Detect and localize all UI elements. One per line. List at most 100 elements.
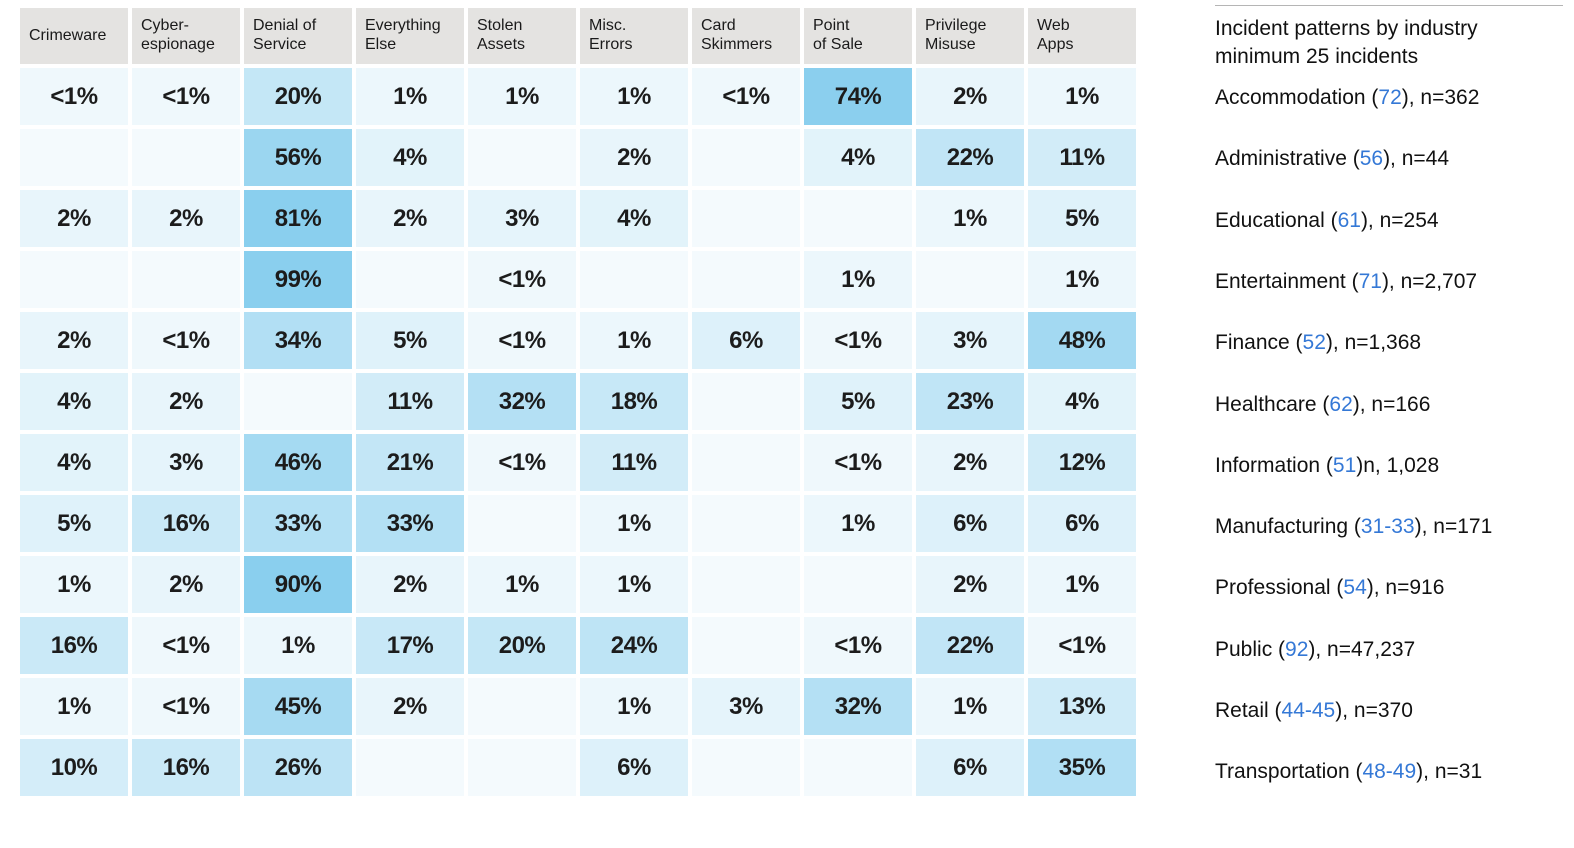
heatmap-cell: 18% [580, 373, 688, 430]
industry-label: Information (51)n, 1,028 [1215, 454, 1439, 478]
heatmap-cell [692, 434, 800, 491]
heatmap-cell: 6% [916, 495, 1024, 552]
industry-n-count: ), n=362 [1401, 86, 1480, 109]
heatmap-cell: 3% [468, 190, 576, 247]
heatmap-cell: 2% [132, 556, 240, 613]
legend-title: Incident patterns by industry minimum 25… [1215, 15, 1563, 72]
heatmap-cell: 56% [244, 129, 352, 186]
industry-code: 51 [1332, 453, 1357, 477]
heatmap-cell: <1% [132, 312, 240, 369]
industry-n-count: ), n=1,368 [1325, 331, 1422, 355]
heatmap-cell [468, 495, 576, 552]
heatmap-cell: 10% [20, 739, 128, 796]
heatmap-cell: 1% [580, 495, 688, 552]
industry-name: Administrative ( [1215, 147, 1360, 171]
heatmap-cell [356, 251, 464, 308]
industry-name: Manufacturing ( [1215, 515, 1361, 539]
heatmap-cell: 4% [580, 190, 688, 247]
heatmap-cell: <1% [804, 617, 912, 674]
heatmap-cell [468, 739, 576, 796]
heatmap-cell: 2% [132, 190, 240, 247]
heatmap-cell: <1% [1028, 617, 1136, 674]
industry-name: Finance ( [1215, 331, 1303, 355]
heatmap-cell: <1% [468, 434, 576, 491]
industry-label: Professional (54), n=916 [1215, 576, 1444, 600]
heatmap-cell [692, 190, 800, 247]
industry-n-count: ), n=47,237 [1308, 637, 1416, 661]
heatmap-cell [692, 373, 800, 430]
heatmap-cell: 1% [916, 190, 1024, 247]
heatmap-cell: 32% [804, 678, 912, 735]
industry-name: Entertainment ( [1215, 269, 1359, 293]
industry-label: Administrative (56), n=44 [1215, 147, 1449, 171]
heatmap-cell: 11% [580, 434, 688, 491]
heatmap-cell: 24% [580, 617, 688, 674]
heatmap-cell [804, 190, 912, 247]
heatmap-cell: 1% [468, 556, 576, 613]
heatmap-cell: 17% [356, 617, 464, 674]
column-header: Point of Sale [804, 8, 912, 64]
heatmap-cell: 16% [20, 617, 128, 674]
heatmap-cell: 26% [244, 739, 352, 796]
heatmap-cell: 81% [244, 190, 352, 247]
heatmap-cell: 1% [1028, 251, 1136, 308]
heatmap-cell [692, 556, 800, 613]
heatmap-cell: 4% [20, 373, 128, 430]
heatmap-cell: 6% [916, 739, 1024, 796]
heatmap-cell: 11% [356, 373, 464, 430]
heatmap-cell: 2% [916, 434, 1024, 491]
heatmap-cell: 45% [244, 678, 352, 735]
industry-n-count: ), n=166 [1352, 392, 1431, 416]
industry-code: 61 [1337, 208, 1361, 232]
heatmap-cell: 99% [244, 251, 352, 308]
industry-name: Professional ( [1215, 576, 1344, 600]
column-header: Everything Else [356, 8, 464, 64]
heatmap-cell: <1% [468, 251, 576, 308]
industry-label: Healthcare (62), n=166 [1215, 393, 1430, 417]
heatmap-cell: 6% [580, 739, 688, 796]
heatmap-grid: Crimeware Cyber-espionage Denial of Service… [20, 8, 1136, 796]
industry-name: Healthcare ( [1215, 392, 1330, 416]
heatmap-cell [20, 129, 128, 186]
heatmap-cell [468, 129, 576, 186]
heatmap-cell: 20% [468, 617, 576, 674]
industry-code: 62 [1329, 392, 1353, 416]
heatmap-cell: 2% [132, 373, 240, 430]
legend-title-line1: Incident patterns by industry [1215, 17, 1478, 40]
heatmap-cell: 5% [356, 312, 464, 369]
industry-name: Accommodation ( [1215, 86, 1379, 109]
industry-code: 71 [1358, 269, 1382, 293]
heatmap-cell: 1% [804, 495, 912, 552]
industry-label: Finance (52), n=1,368 [1215, 331, 1421, 355]
heatmap-cell: 5% [20, 495, 128, 552]
heatmap-cell [692, 129, 800, 186]
heatmap-cell: 2% [20, 312, 128, 369]
heatmap-cell: 2% [356, 678, 464, 735]
heatmap-cell [804, 556, 912, 613]
heatmap-cell: 1% [20, 556, 128, 613]
heatmap-cell: 90% [244, 556, 352, 613]
industry-code: 52 [1302, 331, 1326, 355]
heatmap-cell: 1% [804, 251, 912, 308]
heatmap-cell: 1% [916, 678, 1024, 735]
industry-n-count: ), n=44 [1383, 147, 1450, 171]
column-header: Denial of Service [244, 8, 352, 64]
industry-code: 31-33 [1360, 515, 1415, 539]
heatmap-cell: 3% [916, 312, 1024, 369]
heatmap-cell: 32% [468, 373, 576, 430]
industry-code: 56 [1359, 147, 1384, 171]
heatmap-cell: 5% [1028, 190, 1136, 247]
heatmap-cell [580, 251, 688, 308]
heatmap-cell: 21% [356, 434, 464, 491]
heatmap-cell: <1% [804, 434, 912, 491]
column-header: Web Apps [1028, 8, 1136, 64]
heatmap-cell: 1% [1028, 556, 1136, 613]
heatmap-cell: 1% [20, 678, 128, 735]
industry-n-count: ), n=2,707 [1381, 269, 1478, 293]
heatmap-cell: 2% [580, 129, 688, 186]
column-header: Stolen Assets [468, 8, 576, 64]
heatmap-cell: 23% [916, 373, 1024, 430]
heatmap-cell [244, 373, 352, 430]
industry-label: Public (92), n=47,237 [1215, 638, 1415, 662]
